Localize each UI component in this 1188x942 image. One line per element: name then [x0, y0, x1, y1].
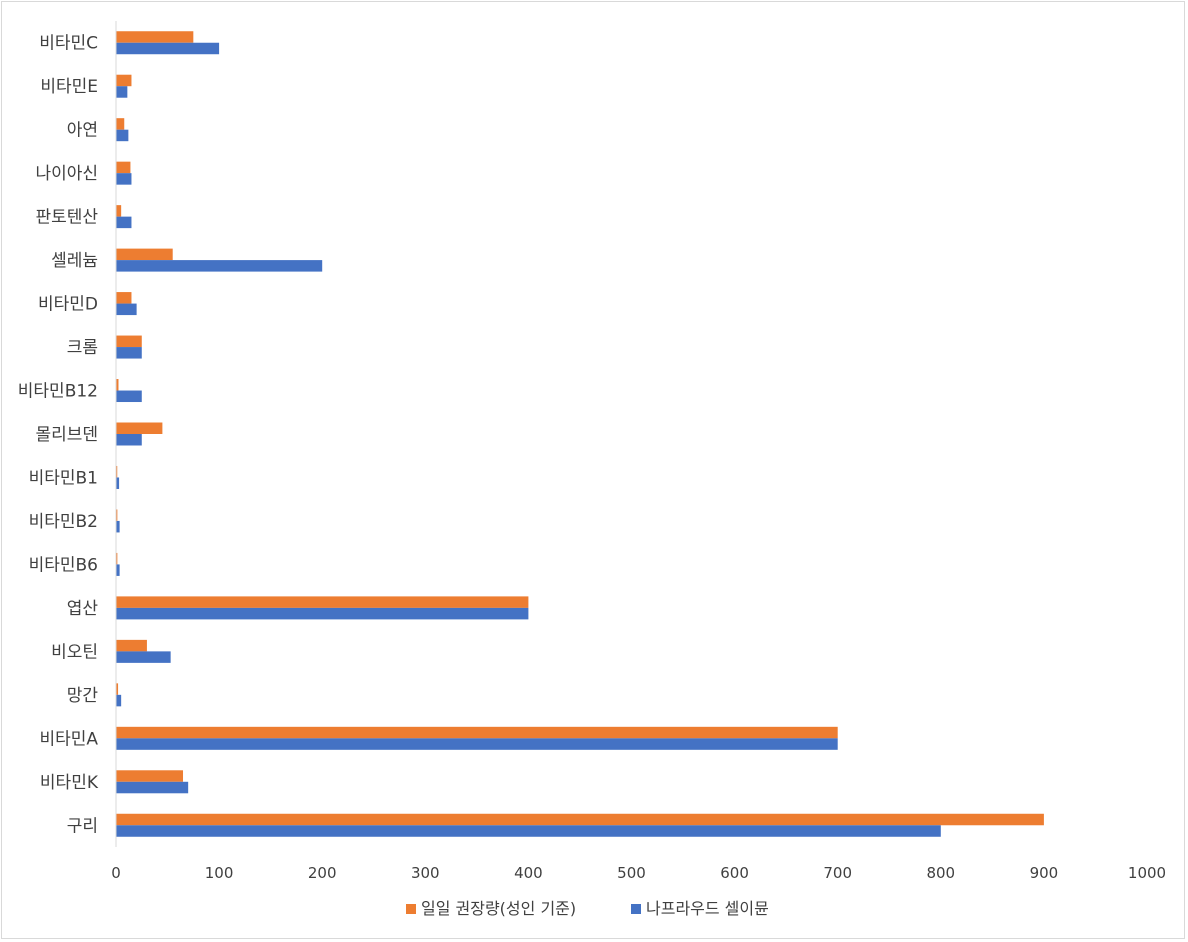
legend-label: 일일 권장량(성인 기준): [421, 899, 576, 918]
legend: 일일 권장량(성인 기준) 나프라우드 셀이뮨: [406, 899, 769, 918]
bar-product-12: [116, 564, 120, 576]
category-label: 비타민E: [40, 77, 98, 97]
bar-recommended-9: [116, 422, 163, 434]
x-tick-label: 1000: [1128, 864, 1166, 882]
bar-product-2: [116, 129, 129, 142]
bar-recommended-1: [116, 74, 132, 87]
bar-recommended-8: [116, 379, 119, 391]
legend-swatch: [631, 904, 641, 914]
category-label: 아연: [67, 121, 98, 141]
bar-product-16: [116, 738, 838, 750]
x-tick-label: 400: [514, 864, 543, 882]
category-label: 비타민A: [39, 729, 98, 749]
bar-recommended-16: [116, 726, 838, 739]
x-tick-label: 900: [1030, 864, 1059, 882]
bars-layer: [116, 31, 1044, 837]
category-label: 비타민B1: [29, 468, 98, 488]
category-label: 판토텐산: [35, 208, 98, 228]
bar-product-3: [116, 173, 132, 185]
bar-recommended-13: [116, 596, 529, 608]
bar-product-13: [116, 607, 529, 620]
category-label: 구리: [67, 816, 98, 836]
bar-product-0: [116, 42, 220, 55]
x-tick-label: 800: [926, 864, 955, 882]
bar-recommended-5: [116, 248, 173, 261]
category-label: 크롬: [67, 338, 98, 358]
category-label: 비타민C: [39, 34, 98, 54]
x-tick-label: 700: [823, 864, 852, 882]
category-label: 몰리브덴: [35, 425, 98, 445]
bar-product-6: [116, 303, 137, 316]
bar-recommended-3: [116, 161, 131, 174]
x-tick-label: 600: [720, 864, 749, 882]
bar-product-15: [116, 694, 122, 707]
bar-product-7: [116, 347, 142, 359]
legend-label: 나프라우드 셀이뮨: [646, 899, 769, 918]
bar-recommended-7: [116, 335, 142, 348]
category-label: 나이아신: [35, 164, 98, 184]
category-label: 망간: [67, 686, 99, 706]
x-tick-label: 0: [111, 864, 121, 882]
legend-swatch: [406, 904, 416, 914]
bar-product-1: [116, 86, 128, 98]
bar-recommended-0: [116, 31, 194, 43]
bar-product-10: [116, 477, 120, 489]
bar-recommended-12: [116, 552, 118, 565]
bar-recommended-11: [116, 509, 118, 521]
bar-product-9: [116, 434, 142, 446]
bar-recommended-4: [116, 205, 122, 217]
x-tick-label: 300: [411, 864, 440, 882]
bar-recommended-14: [116, 639, 147, 652]
bar-recommended-15: [116, 683, 119, 695]
bar-product-17: [116, 781, 189, 794]
category-label: 비타민D: [38, 295, 98, 315]
bar-recommended-17: [116, 770, 184, 782]
bar-product-14: [116, 651, 171, 663]
x-tick-label: 200: [308, 864, 337, 882]
category-label: 비타민B12: [18, 382, 98, 402]
category-label: 비타민B6: [29, 555, 98, 575]
x-tick-labels: 0 100 200 300 400 500 600 700 800 900 1000: [111, 864, 1166, 882]
category-label: 셀레늄: [51, 251, 98, 271]
x-tick-label: 100: [205, 864, 234, 882]
bar-product-8: [116, 390, 142, 403]
bar-recommended-10: [116, 465, 118, 478]
bar-recommended-18: [116, 813, 1044, 826]
bar-product-4: [116, 216, 132, 229]
category-label: 비타민K: [40, 773, 99, 793]
bar-recommended-2: [116, 118, 125, 130]
bar-product-5: [116, 260, 323, 272]
x-tick-label: 500: [617, 864, 646, 882]
bar-product-11: [116, 520, 120, 533]
category-label: 엽산: [67, 599, 99, 619]
bar-recommended-6: [116, 292, 132, 304]
category-label: 비오틴: [51, 642, 98, 662]
bar-product-18: [116, 825, 941, 837]
category-label: 비타민B2: [29, 512, 98, 532]
